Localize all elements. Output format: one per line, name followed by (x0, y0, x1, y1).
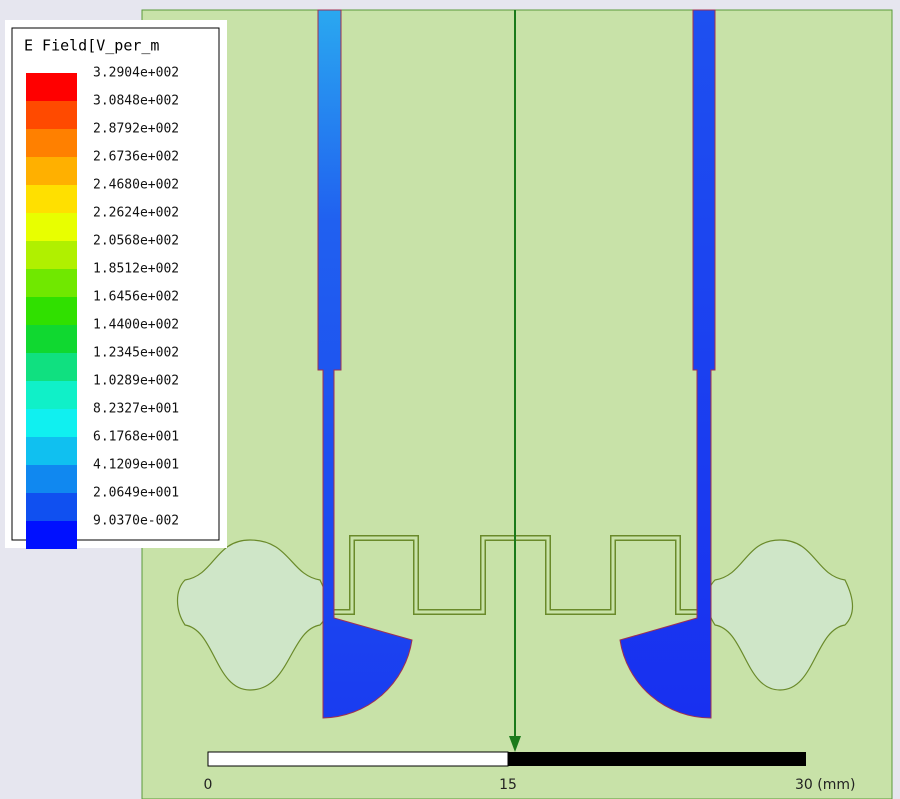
legend-entries: 3.2904e+002 3.0848e+002 2.8792e+002 2.6736e… (26, 66, 179, 549)
legend-swatch (26, 409, 77, 437)
legend-label: 2.0568e+002 (93, 234, 179, 249)
pad (706, 539, 854, 691)
legend-label: 1.0289e+002 (93, 374, 179, 389)
legend-swatch (26, 213, 77, 241)
legend-swatch (26, 129, 77, 157)
legend-swatch (26, 241, 77, 269)
pad (176, 539, 329, 691)
legend-label: 3.2904e+002 (93, 66, 179, 81)
legend-label: 9.0370e-002 (93, 514, 179, 529)
legend-swatch (26, 465, 77, 493)
scale-label: 0 (204, 777, 213, 793)
legend-label: 4.1209e+001 (93, 458, 179, 473)
legend-label: 8.2327e+001 (93, 402, 179, 417)
legend-swatch (26, 73, 77, 101)
legend-label: 2.2624e+002 (93, 206, 179, 221)
axis-arrow (509, 736, 521, 752)
legend-label: 2.4680e+002 (93, 178, 179, 193)
scale-label: 15 (499, 777, 517, 793)
legend-swatch (26, 493, 77, 521)
legend-swatch (26, 297, 77, 325)
legend-label: 1.4400e+002 (93, 318, 179, 333)
legend-title: E Field[V_per_m (24, 37, 159, 55)
legend-swatch (26, 437, 77, 465)
legend-label: 6.1768e+001 (93, 430, 179, 445)
legend-label: 1.2345e+002 (93, 346, 179, 361)
legend-label: 2.0649e+001 (93, 486, 179, 501)
legend-label: 1.8512e+002 (93, 262, 179, 277)
legend-swatch (26, 325, 77, 353)
pads (176, 539, 854, 691)
feed-left (317, 9, 413, 719)
legend-swatch (26, 381, 77, 409)
feed-right (619, 9, 716, 719)
legend-swatch (26, 185, 77, 213)
legend-label: 3.0848e+002 (93, 94, 179, 109)
legend-swatch (26, 353, 77, 381)
legend-swatch (26, 521, 77, 549)
scale-black (508, 752, 806, 766)
legend-label: 1.6456e+002 (93, 290, 179, 305)
legend-swatch (26, 101, 77, 129)
scale-label: 30 (mm) (795, 777, 855, 793)
scale-white (207, 751, 509, 767)
legend-label: 2.6736e+002 (93, 150, 179, 165)
legend-swatch (26, 269, 77, 297)
legend-label: 2.8792e+002 (93, 122, 179, 137)
legend-frame (11, 27, 220, 541)
legend-swatch (26, 157, 77, 185)
